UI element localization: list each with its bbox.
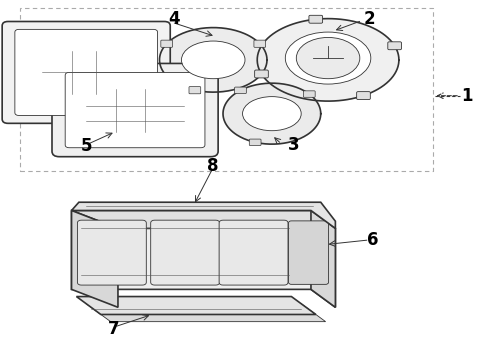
- FancyBboxPatch shape: [161, 40, 172, 47]
- Polygon shape: [72, 211, 335, 307]
- Polygon shape: [72, 211, 335, 228]
- Bar: [20, 8, 433, 171]
- FancyBboxPatch shape: [249, 139, 261, 145]
- FancyBboxPatch shape: [357, 92, 370, 99]
- Ellipse shape: [285, 32, 371, 84]
- Text: 3: 3: [288, 136, 300, 154]
- Polygon shape: [160, 28, 267, 92]
- Polygon shape: [257, 19, 399, 101]
- FancyBboxPatch shape: [289, 221, 329, 284]
- Polygon shape: [76, 297, 316, 315]
- Ellipse shape: [181, 41, 245, 79]
- Polygon shape: [311, 211, 335, 307]
- Text: 1: 1: [462, 87, 473, 105]
- FancyBboxPatch shape: [235, 87, 246, 94]
- FancyBboxPatch shape: [303, 91, 315, 97]
- FancyBboxPatch shape: [388, 42, 401, 50]
- Text: 5: 5: [80, 137, 92, 155]
- FancyBboxPatch shape: [77, 220, 147, 285]
- FancyBboxPatch shape: [219, 220, 288, 285]
- FancyBboxPatch shape: [255, 70, 269, 78]
- Text: 6: 6: [368, 231, 379, 249]
- FancyBboxPatch shape: [65, 72, 205, 148]
- FancyBboxPatch shape: [52, 63, 218, 157]
- FancyBboxPatch shape: [254, 40, 266, 47]
- Polygon shape: [72, 202, 335, 228]
- FancyBboxPatch shape: [15, 30, 158, 116]
- Polygon shape: [72, 211, 118, 307]
- Text: 8: 8: [207, 157, 219, 175]
- FancyBboxPatch shape: [309, 15, 322, 23]
- Ellipse shape: [296, 37, 360, 79]
- Text: 2: 2: [364, 10, 375, 28]
- Polygon shape: [223, 83, 321, 144]
- Text: 4: 4: [169, 10, 180, 28]
- Text: 7: 7: [108, 320, 120, 338]
- Polygon shape: [86, 304, 326, 321]
- FancyBboxPatch shape: [189, 87, 201, 94]
- FancyBboxPatch shape: [2, 22, 170, 123]
- FancyBboxPatch shape: [151, 220, 220, 285]
- Ellipse shape: [243, 96, 301, 131]
